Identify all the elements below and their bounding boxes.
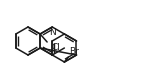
Text: N: N [49, 28, 56, 37]
Text: Br: Br [69, 47, 79, 56]
Text: Cl: Cl [51, 43, 60, 52]
